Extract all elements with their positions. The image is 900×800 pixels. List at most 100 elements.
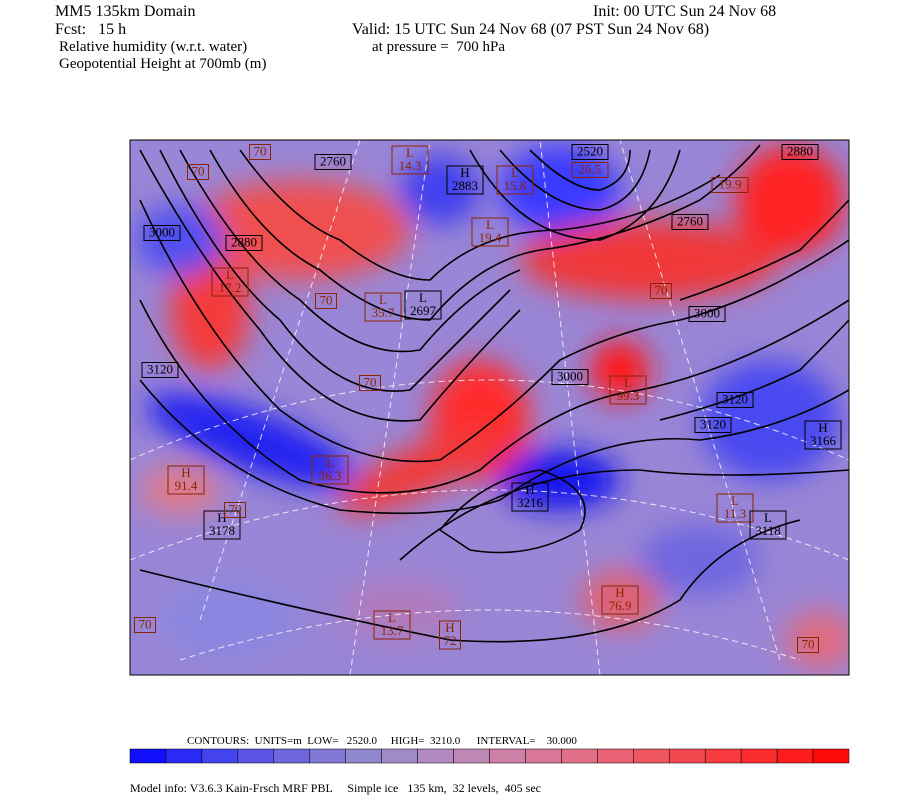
humidity-label: 19.9 bbox=[719, 177, 742, 192]
colorbar-swatch bbox=[165, 748, 203, 764]
humidity-label: 70 bbox=[655, 283, 668, 298]
pressure-level: at pressure = 700 hPa bbox=[372, 39, 506, 55]
label-box bbox=[711, 177, 749, 193]
label-box bbox=[359, 375, 381, 391]
height-label: 2520 bbox=[577, 144, 603, 159]
label-box bbox=[314, 154, 352, 170]
label-box bbox=[496, 165, 534, 195]
map-frame bbox=[129, 139, 850, 676]
height-label: 3120 bbox=[147, 362, 173, 377]
label-box bbox=[373, 610, 411, 640]
humidity-label: 99.3 bbox=[617, 388, 640, 403]
humidity-label: 13.7 bbox=[381, 623, 404, 638]
humidity-label: 76.9 bbox=[609, 598, 632, 613]
humidity-label: L bbox=[379, 292, 387, 307]
colorbar-swatch bbox=[129, 748, 167, 764]
humidity-label: L bbox=[731, 493, 739, 508]
humidity-label: 17.2 bbox=[219, 280, 242, 295]
height-label: 3120 bbox=[722, 392, 748, 407]
height-label: 3166 bbox=[810, 433, 837, 448]
colorbar-swatch bbox=[201, 748, 239, 764]
humidity-label: 19.4 bbox=[479, 230, 502, 245]
field-humidity: Relative humidity (w.r.t. water) bbox=[59, 39, 248, 55]
humidity-label: 70 bbox=[364, 375, 377, 390]
label-box bbox=[249, 144, 271, 160]
humidity-label: 70 bbox=[139, 617, 152, 632]
height-label: H bbox=[460, 165, 469, 180]
humidity-label: L bbox=[486, 217, 494, 232]
label-box bbox=[694, 417, 732, 433]
height-label: L bbox=[419, 290, 427, 305]
height-label: 3120 bbox=[700, 417, 726, 432]
colorbar-swatch bbox=[633, 748, 670, 764]
colorbar-swatch bbox=[812, 748, 850, 764]
colorbar-swatch bbox=[704, 748, 742, 764]
height-label: 2760 bbox=[677, 214, 703, 229]
forecast-hour: Fcst: 15 h bbox=[55, 21, 127, 38]
humidity-label: 70 bbox=[229, 502, 242, 517]
humidity-label: 70 bbox=[254, 144, 267, 159]
humidity-label: L bbox=[326, 455, 334, 470]
colorbar-swatch bbox=[453, 748, 490, 764]
humidity-label: 72 bbox=[444, 633, 457, 648]
label-box bbox=[446, 165, 484, 195]
humidity-label: H bbox=[615, 585, 624, 600]
humidity-label: 11.3 bbox=[724, 506, 746, 521]
label-box bbox=[404, 290, 442, 320]
label-box bbox=[688, 306, 726, 322]
label-box bbox=[571, 144, 609, 160]
height-label: 2883 bbox=[452, 178, 478, 193]
label-box bbox=[225, 235, 263, 251]
init-time: Init: 00 UTC Sun 24 Nov 68 bbox=[593, 3, 777, 20]
colorbar-swatch bbox=[273, 748, 310, 764]
label-box bbox=[609, 375, 647, 405]
label-box bbox=[571, 162, 609, 178]
label-box bbox=[511, 482, 549, 512]
label-box bbox=[167, 465, 205, 495]
contour-info: CONTOURS: UNITS=m LOW= 2520.0 HIGH= 3210… bbox=[187, 735, 577, 747]
height-label: 3178 bbox=[209, 523, 235, 538]
label-box bbox=[211, 267, 249, 297]
label-box bbox=[749, 510, 787, 540]
label-box bbox=[471, 217, 509, 247]
field-height: Geopotential Height at 700mb (m) bbox=[59, 56, 267, 72]
humidity-label: H bbox=[181, 465, 190, 480]
height-label: 3000 bbox=[694, 306, 720, 321]
humidity-label: L bbox=[511, 165, 519, 180]
label-box bbox=[716, 493, 754, 523]
label-box bbox=[391, 145, 429, 175]
humidity-label: L bbox=[406, 145, 414, 160]
height-label: 2880 bbox=[787, 144, 813, 159]
height-label: 3000 bbox=[557, 369, 583, 384]
label-box bbox=[671, 214, 709, 230]
humidity-label: L bbox=[388, 610, 396, 625]
height-label: L bbox=[764, 510, 772, 525]
colorbar-swatch bbox=[237, 748, 275, 764]
label-box bbox=[311, 455, 349, 485]
colorbar-swatch bbox=[345, 748, 382, 764]
humidity-label: 70 bbox=[192, 164, 205, 179]
colorbar-swatch bbox=[776, 748, 814, 764]
height-label: 2880 bbox=[231, 235, 257, 250]
colorbar-swatch bbox=[417, 748, 454, 764]
label-box bbox=[141, 362, 179, 378]
colorbar-swatch bbox=[525, 748, 562, 764]
label-box bbox=[601, 585, 639, 615]
label-box bbox=[364, 292, 402, 322]
colorbar-swatch bbox=[561, 748, 598, 764]
colorbar-swatch bbox=[381, 748, 418, 764]
label-box bbox=[551, 369, 589, 385]
label-box bbox=[224, 502, 246, 518]
label-box bbox=[781, 144, 819, 160]
humidity-label: L bbox=[624, 375, 632, 390]
label-box bbox=[203, 510, 241, 540]
humidity-label: 35.7 bbox=[372, 305, 395, 320]
label-box bbox=[315, 293, 337, 309]
humidity-label: 15.8 bbox=[504, 178, 527, 193]
humidity-label: 26.5 bbox=[579, 162, 602, 177]
height-label: H bbox=[818, 420, 827, 435]
label-box bbox=[797, 637, 819, 653]
humidity-label: H bbox=[445, 620, 454, 635]
valid-time: Valid: 15 UTC Sun 24 Nov 68 (07 PST Sun … bbox=[352, 21, 710, 38]
